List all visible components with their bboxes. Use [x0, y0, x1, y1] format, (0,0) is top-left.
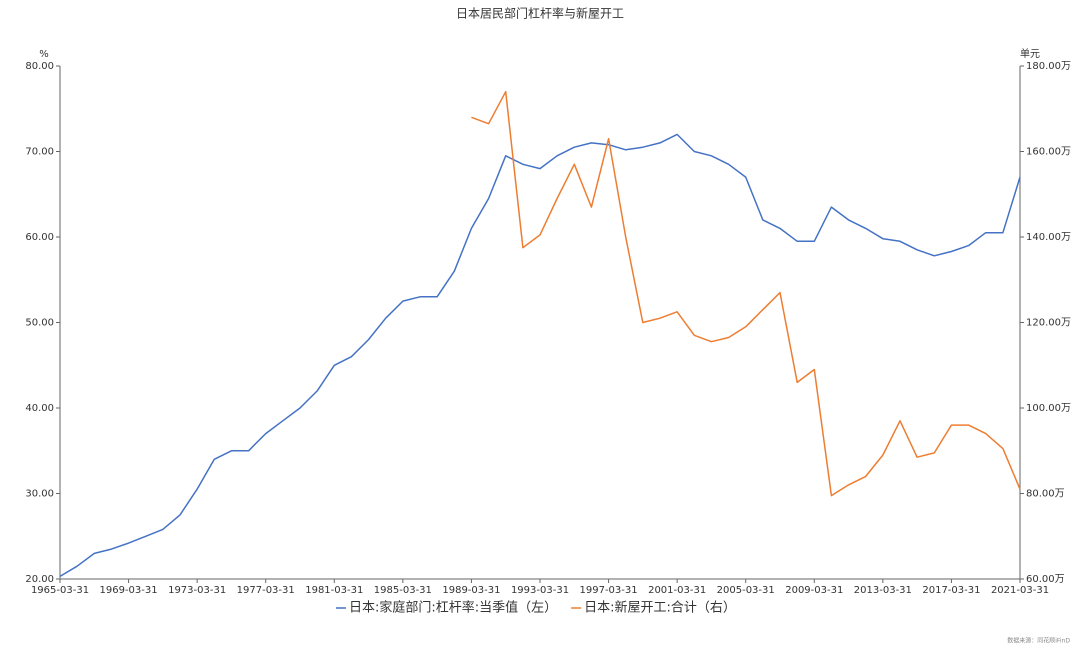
y-axis-label: % — [39, 49, 49, 60]
x-tick-label: 1993-03-31 — [511, 585, 569, 596]
x-tick-label: 2017-03-31 — [922, 585, 980, 596]
x-tick-label: 1973-03-31 — [168, 585, 226, 596]
y-tick-label: 60.00 — [25, 232, 54, 243]
x-tick-label: 1977-03-31 — [237, 585, 295, 596]
y2-tick-label: 60.00万 — [1026, 574, 1065, 585]
series-line — [471, 90, 1021, 497]
x-tick-label: 1997-03-31 — [580, 585, 638, 596]
x-tick-label: 2021-03-31 — [991, 585, 1049, 596]
y2-tick-label: 160.00万 — [1026, 147, 1071, 158]
x-tick-label: 2005-03-31 — [717, 585, 775, 596]
y2-tick-label: 80.00万 — [1026, 489, 1065, 500]
x-tick-label: 1985-03-31 — [374, 585, 432, 596]
y2-tick-label: 100.00万 — [1026, 403, 1071, 414]
y-tick-label: 80.00 — [25, 61, 54, 72]
y2-tick-label: 140.00万 — [1026, 232, 1071, 243]
legend-label: 日本:家庭部门:杠杆率:当季值（左） — [349, 600, 557, 616]
y2-axis-label: 单元 — [1020, 48, 1040, 60]
x-tick-label: 2013-03-31 — [854, 585, 912, 596]
x-tick-label: 2001-03-31 — [648, 585, 706, 596]
y2-tick-label: 120.00万 — [1026, 318, 1071, 329]
x-tick-label: 1989-03-31 — [442, 585, 500, 596]
y-tick-label: 30.00 — [25, 489, 54, 500]
x-tick-label: 2009-03-31 — [785, 585, 843, 596]
y-tick-label: 20.00 — [25, 574, 54, 585]
x-tick-label: 1965-03-31 — [31, 585, 89, 596]
y2-tick-label: 180.00万 — [1026, 61, 1071, 72]
x-tick-label: 1969-03-31 — [100, 585, 158, 596]
series-line — [59, 133, 1021, 578]
y-tick-label: 40.00 — [25, 403, 54, 414]
y-tick-label: 50.00 — [25, 318, 54, 329]
source-note: 数据来源：同花顺iFinD — [1007, 637, 1070, 645]
chart-title: 日本居民部门杠杆率与新屋开工 — [456, 6, 624, 21]
legend-label: 日本:新屋开工:合计（右） — [584, 600, 736, 616]
y-tick-label: 70.00 — [25, 147, 54, 158]
x-tick-label: 1981-03-31 — [305, 585, 363, 596]
